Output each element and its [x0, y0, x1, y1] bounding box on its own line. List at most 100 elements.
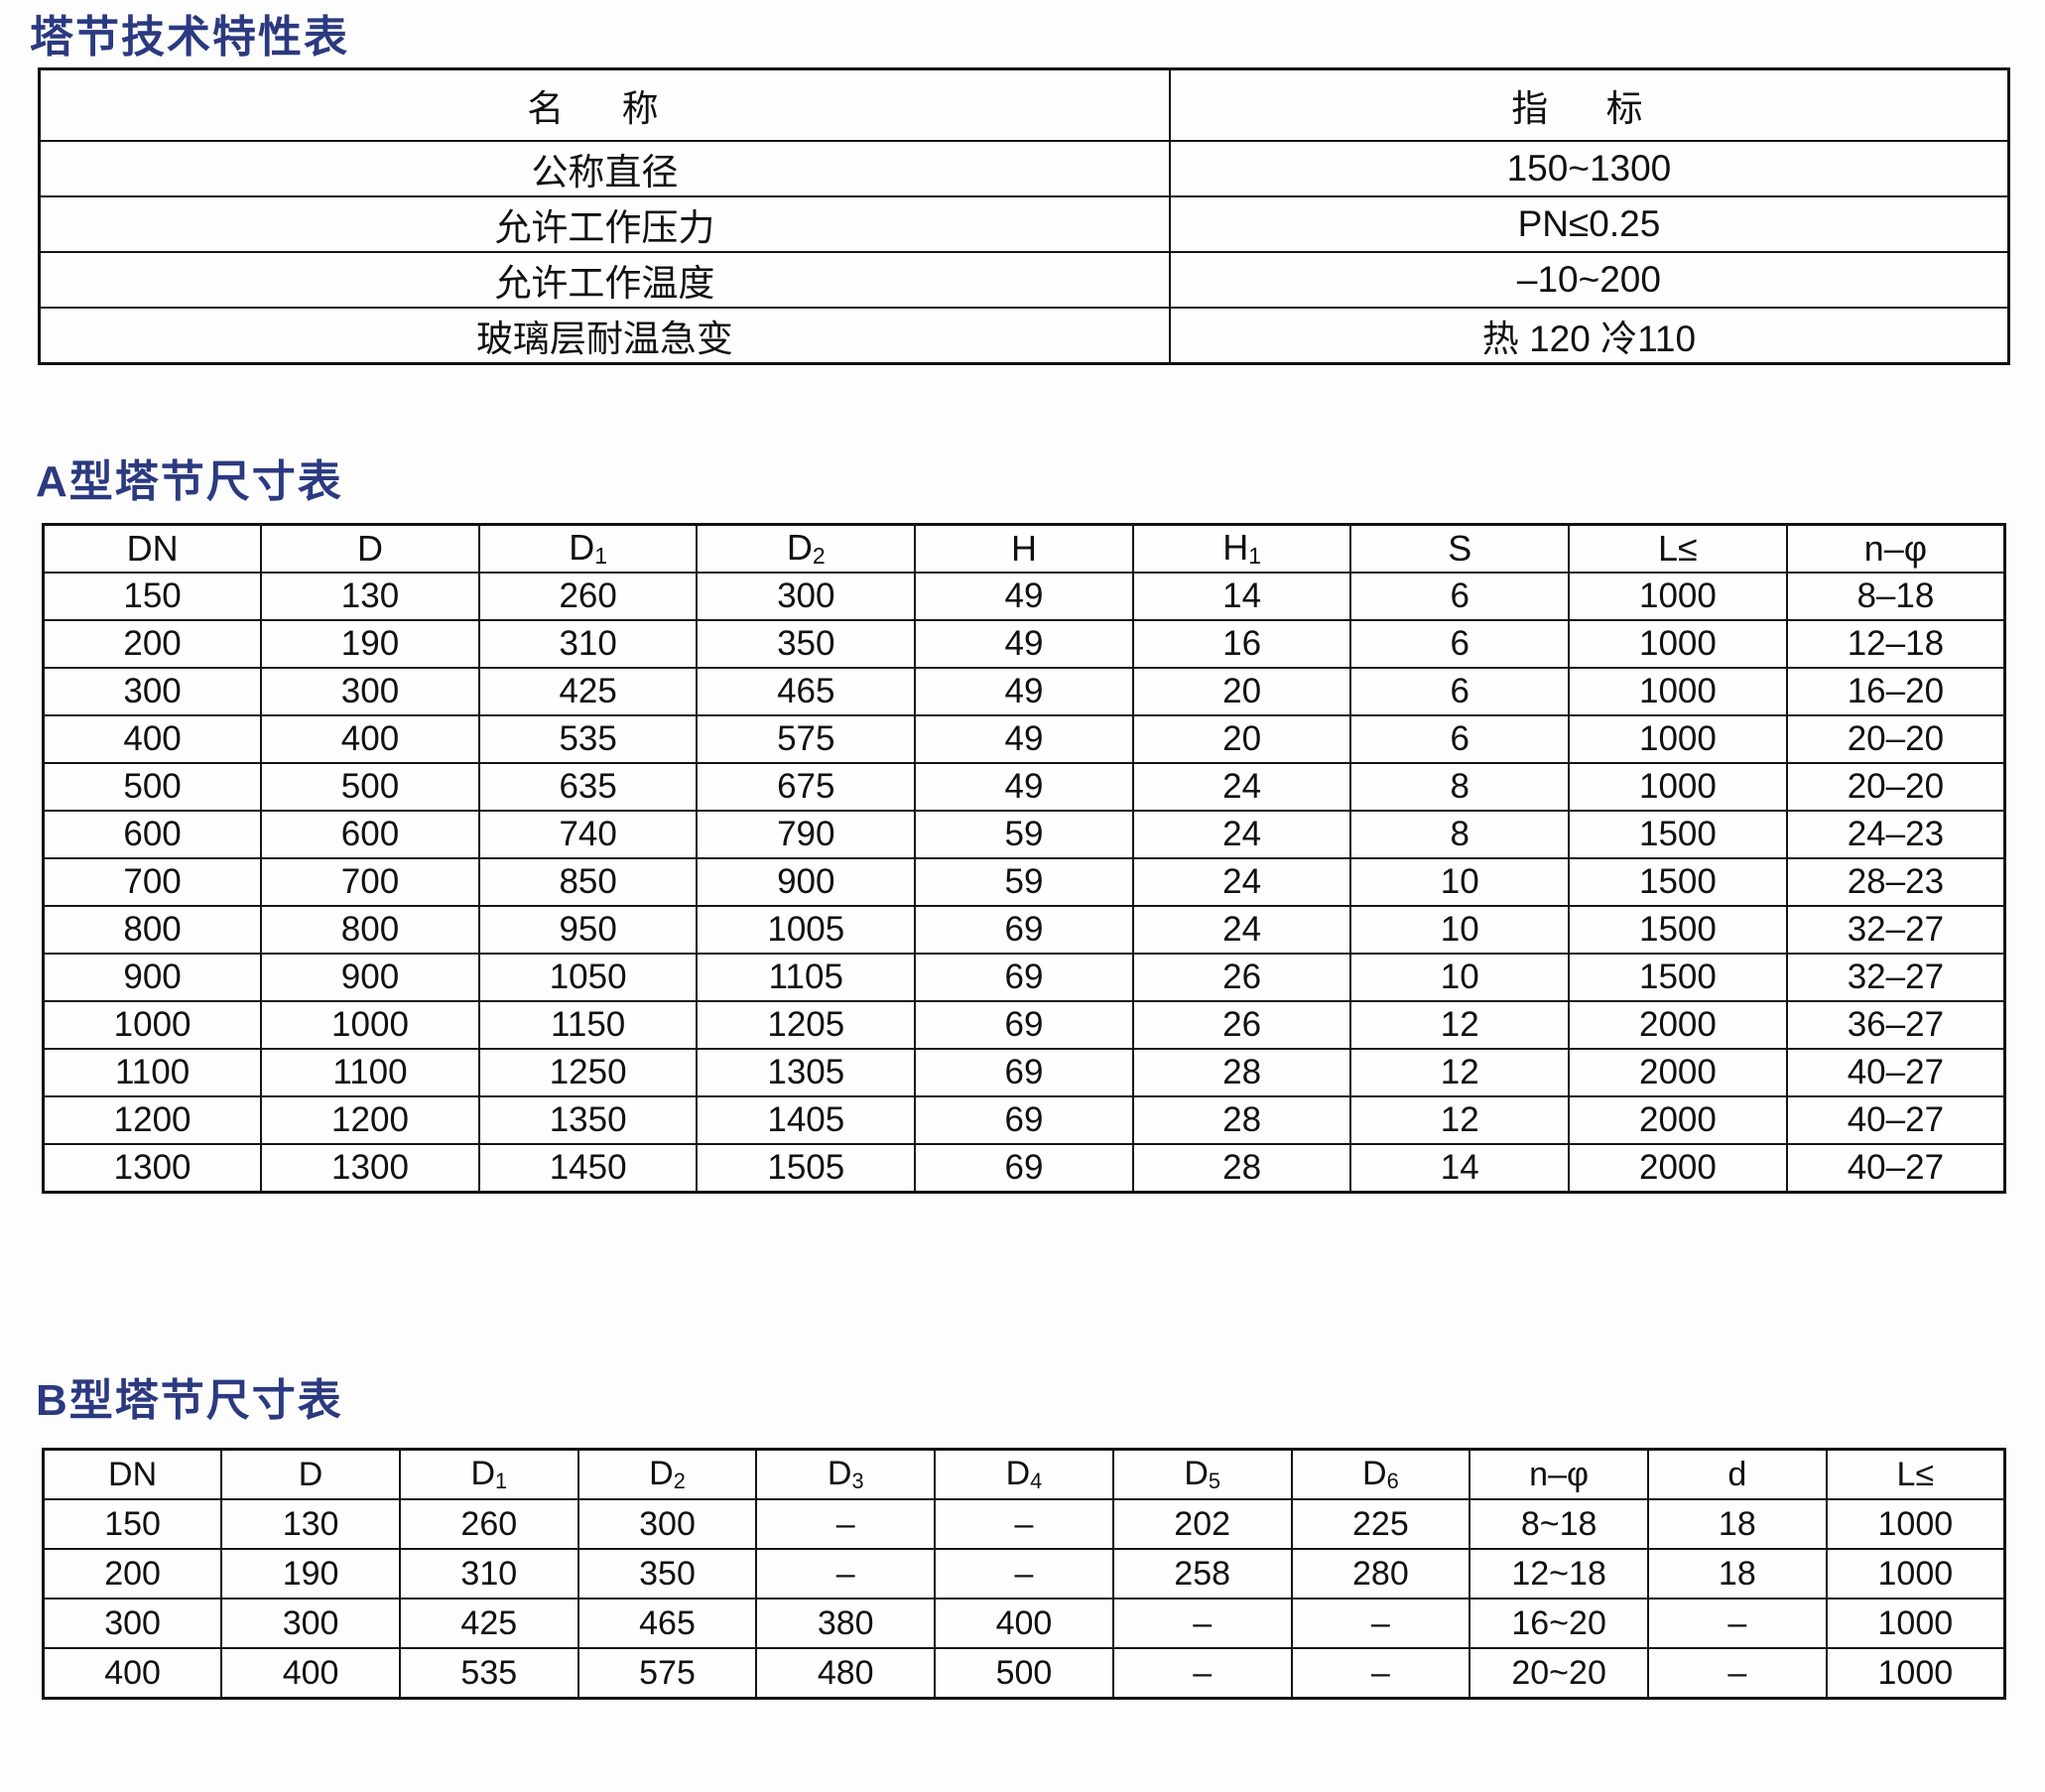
a-table-cell: 635 [477, 762, 699, 812]
a-table-cell: 1500 [1568, 810, 1788, 859]
a-table-cell: 900 [260, 953, 480, 1002]
spec-table-row: 允许工作压力 PN≤0.25 [38, 195, 2010, 253]
a-table-cell: 1000 [1568, 714, 1788, 764]
spec-row-value: PN≤0.25 [1168, 195, 2010, 253]
b-col-header-label: D [1184, 1455, 1209, 1493]
a-table-cell: 32–27 [1785, 905, 2006, 955]
a-table-cell: 1100 [260, 1048, 480, 1097]
a-table-cell: 24 [1131, 857, 1352, 907]
a-table-cell: 575 [696, 714, 917, 764]
a-table-cell: 535 [477, 714, 699, 764]
spec-table-row: 公称直径 150~1300 [38, 140, 2010, 197]
a-col-header-label: S [1448, 528, 1472, 569]
b-table-cell: 300 [42, 1598, 223, 1649]
a-table-cell: 12 [1349, 1048, 1571, 1097]
a-table-cell: 1505 [696, 1143, 917, 1194]
a-table-row: 500 500 635 675 49 24 8 1000 20–20 [42, 762, 2006, 812]
a-table-cell: 900 [42, 953, 263, 1002]
b-table-cell: – [1290, 1647, 1471, 1700]
b-table-cell: 300 [220, 1598, 401, 1649]
b-table-row: 200 190 310 350– –258 280 12~18 18 1000 [42, 1548, 2006, 1600]
a-table-cell: 12 [1349, 1000, 1571, 1050]
a-table-cell: 1005 [696, 905, 917, 955]
a-table-cell: 8 [1349, 762, 1571, 812]
a-table-cell: 14 [1349, 1143, 1571, 1194]
spec-table: 名 称 指 标 公称直径 150~1300 允许工作压力 PN≤0.25 允许工作温度 –… [38, 67, 2010, 365]
a-col-header: L≤ [1568, 523, 1788, 574]
a-table-cell: 1000 [42, 1000, 263, 1050]
spec-table-body: 公称直径 150~1300 允许工作压力 PN≤0.25 允许工作温度 –10~200 玻璃… [38, 140, 2010, 365]
a-table-cell: 1150 [477, 1000, 699, 1050]
b-table-cell: – [1111, 1647, 1293, 1700]
spec-col-header-name: 名 称 [38, 67, 1171, 142]
a-table-cell: 300 [42, 667, 263, 716]
b-table-cell: 16~20 [1469, 1598, 1649, 1649]
a-table-row: 150 130 260 300 49 14 6 1000 8–18 [42, 572, 2006, 621]
a-table-header-row: DN D D1 D2 H H1 S L≤ n–φ [42, 523, 2006, 574]
a-col-header-label: D [569, 527, 595, 569]
a-table-cell: 24 [1131, 905, 1352, 955]
a-col-header: D [260, 523, 480, 574]
a-col-header-subscript: 1 [594, 543, 608, 570]
a-table-cell: 20–20 [1785, 762, 2006, 812]
a-table-cell: 24–23 [1785, 810, 2006, 859]
a-table-cell: 1000 [1568, 572, 1788, 621]
b-table-cell: – [934, 1498, 1114, 1550]
b-table-cell: 465 [576, 1598, 758, 1649]
a-table-cell: 1500 [1568, 905, 1788, 955]
b-table-cell: 202 [1111, 1498, 1293, 1550]
spec-col-header-value: 指 标 [1168, 67, 2010, 142]
a-table-cell: 465 [696, 667, 917, 716]
a-table-cell: 16 [1131, 619, 1352, 669]
a-table-cell: 850 [477, 857, 699, 907]
a-col-header-label: H [1222, 527, 1249, 569]
a-table-row: 800 800 950 1005 69 24 10 1500 32–27 [42, 905, 2006, 955]
a-table-cell: 49 [914, 667, 1134, 716]
b-table-cell: 350 [576, 1548, 758, 1600]
a-table-cell: 1300 [42, 1143, 263, 1194]
a-table-cell: 32–27 [1785, 953, 2006, 1002]
b-col-header-subscript: 3 [851, 1468, 864, 1493]
a-table-cell: 40–27 [1785, 1048, 2006, 1097]
a-table-cell: 900 [696, 857, 917, 907]
a-table-cell: 28–23 [1785, 857, 2006, 907]
a-table-cell: 8 [1349, 810, 1571, 859]
a-col-header: H [914, 523, 1134, 574]
b-table-cell: 18 [1646, 1548, 1828, 1600]
a-table-cell: 12–18 [1785, 619, 2006, 669]
a-table-cell: 59 [914, 810, 1134, 859]
a-table-cell: 10 [1349, 857, 1571, 907]
b-table-cell: 300 [576, 1498, 758, 1550]
b-col-header-subscript: 5 [1208, 1468, 1220, 1493]
a-table-cell: 1105 [696, 953, 917, 1002]
b-table-cell: 20~20 [1469, 1647, 1649, 1700]
a-table-cell: 28 [1131, 1095, 1352, 1145]
b-col-header: D1 [398, 1448, 579, 1500]
a-table-cell: 69 [914, 1095, 1134, 1145]
b-table-cell: 425 [398, 1598, 579, 1649]
a-table-cell: 26 [1131, 953, 1352, 1002]
b-table-cell: 1000 [1825, 1598, 2006, 1649]
b-table-cell: 575 [576, 1647, 758, 1700]
spec-row-value: 150~1300 [1168, 140, 2010, 197]
b-table-row: 150 130 260 300– –202 225 8~18 18 1000 [42, 1498, 2006, 1550]
b-col-header: D3 [755, 1448, 937, 1500]
b-col-header-subscript: 2 [673, 1468, 686, 1493]
a-table-cell: 59 [914, 857, 1134, 907]
a-col-header-label: n–φ [1863, 528, 1928, 569]
a-table-cell: 190 [260, 619, 480, 669]
b-table-cell: 260 [398, 1498, 579, 1550]
a-table-row: 200 190 310 350 49 16 6 1000 12–18 [42, 619, 2006, 669]
b-col-header-label: DN [108, 1455, 158, 1493]
a-table-cell: 8–18 [1785, 572, 2006, 621]
a-col-header-label: D [786, 527, 813, 569]
b-table-cell: – [755, 1548, 937, 1600]
a-table-cell: 2000 [1568, 1000, 1788, 1050]
a-table-cell: 2000 [1568, 1048, 1788, 1097]
a-table-cell: 2000 [1568, 1143, 1788, 1194]
a-table-cell: 49 [914, 572, 1134, 621]
a-table-cell: 1405 [696, 1095, 917, 1145]
b-col-header-subscript: 4 [1030, 1468, 1043, 1493]
a-table-cell: 69 [914, 1048, 1134, 1097]
